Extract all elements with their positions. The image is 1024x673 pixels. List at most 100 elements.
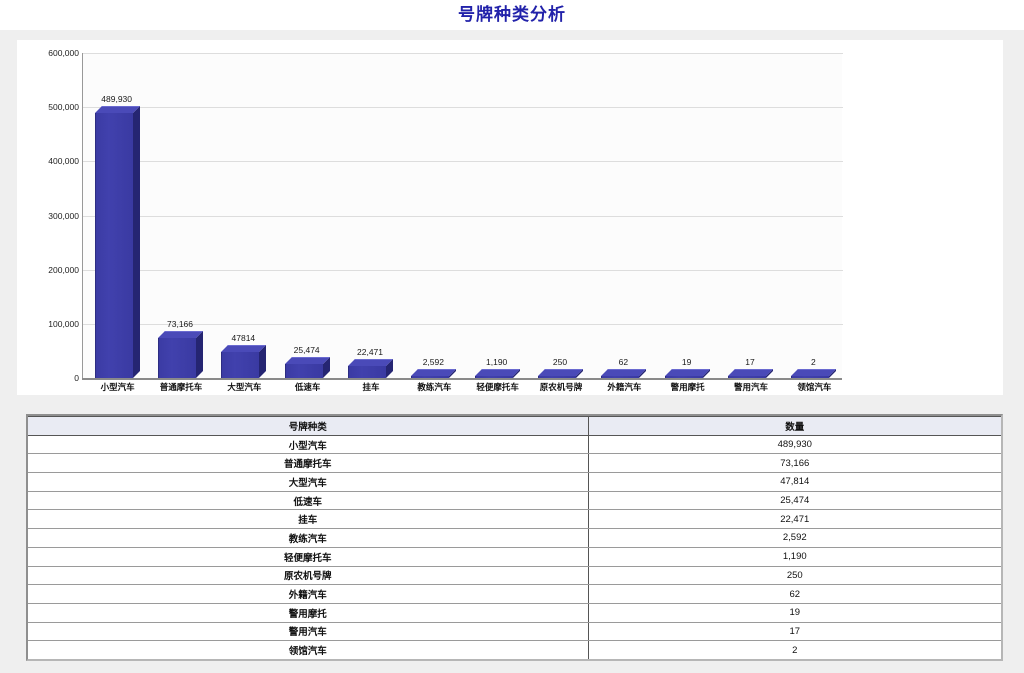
x-axis-category-label: 小型汽车 <box>100 382 135 392</box>
y-axis-tick-label: 500,000 <box>48 102 79 113</box>
bar-side-face <box>132 105 140 378</box>
bar-front-face <box>348 365 386 378</box>
cell-quantity: 19 <box>588 603 1001 623</box>
bar[interactable] <box>221 345 267 378</box>
table-row[interactable]: 挂车 22,471 <box>28 509 1001 530</box>
x-axis-category-label: 领馆汽车 <box>797 382 832 392</box>
x-axis-category-label: 警用摩托 <box>670 382 705 392</box>
table-row[interactable]: 轻便摩托车 1,190 <box>28 547 1001 567</box>
gridline <box>83 161 843 163</box>
x-axis-category-label: 低速车 <box>294 382 321 392</box>
table-row[interactable]: 警用摩托 19 <box>28 603 1001 623</box>
bar-column[interactable]: 47814 <box>221 53 267 378</box>
table-body: 小型汽车 489,930 普通摩托车 73,166 大型汽车 47,814 低速车 25,47… <box>28 435 1001 660</box>
bar-front-face <box>728 376 766 378</box>
x-axis-labels: 小型汽车 普通摩托车 大型汽车 低速车 挂车 教练汽车 轻便摩托车 原农机号牌 外籍汽车 警用摩托… <box>82 381 850 397</box>
bar-column[interactable]: 25,474 <box>284 53 330 378</box>
table-row[interactable]: 小型汽车 489,930 <box>28 435 1001 455</box>
cell-category: 普通摩托车 <box>28 453 589 474</box>
bar-column[interactable]: 22,471 <box>348 53 393 378</box>
bar[interactable] <box>158 331 203 378</box>
bar-front-face <box>791 376 830 378</box>
bar[interactable] <box>474 369 520 378</box>
bar[interactable] <box>411 369 457 378</box>
bar[interactable] <box>728 369 773 378</box>
bar[interactable] <box>348 358 393 378</box>
bar-value-label: 17 <box>745 357 755 367</box>
gridline <box>83 269 843 271</box>
bar-value-label: 1,190 <box>486 357 508 367</box>
gridline <box>83 323 843 325</box>
bar-top-face <box>221 345 267 353</box>
bar[interactable] <box>94 105 140 378</box>
plot-area <box>82 53 843 378</box>
bar-column[interactable]: 62 <box>601 53 647 378</box>
cell-quantity: 17 <box>588 622 1001 642</box>
bar-column[interactable]: 489,930 <box>94 53 140 378</box>
bar-front-face <box>158 338 196 378</box>
title-bar: 号牌种类分析 <box>0 0 1024 30</box>
bar-value-label: 2 <box>810 357 816 367</box>
cell-category: 轻便摩托车 <box>28 547 589 567</box>
bar-column[interactable]: 2 <box>791 53 837 378</box>
bar[interactable] <box>284 357 330 378</box>
cell-quantity: 62 <box>588 584 1001 604</box>
bar[interactable] <box>601 369 647 378</box>
y-axis-tick-label: 600,000 <box>48 48 79 58</box>
bar-value-label: 19 <box>681 357 692 367</box>
cell-quantity: 1,190 <box>588 547 1001 567</box>
x-axis-category-label: 轻便摩托车 <box>476 382 519 392</box>
bar-column[interactable]: 250 <box>538 53 583 378</box>
bar-front-face <box>664 376 703 378</box>
bar-column[interactable]: 2,592 <box>411 53 457 378</box>
bar[interactable] <box>538 369 583 378</box>
cell-category: 领馆汽车 <box>28 640 589 660</box>
bar-column[interactable]: 1,190 <box>474 53 520 378</box>
table-row[interactable]: 普通摩托车 73,166 <box>28 453 1001 474</box>
column-header-quantity: 数量 <box>588 416 1001 436</box>
bar-value-label: 62 <box>618 357 629 367</box>
bar-front-face <box>538 376 576 378</box>
cell-category: 警用摩托 <box>28 603 589 623</box>
bar-top-face <box>728 369 773 376</box>
table-row[interactable]: 低速车 25,474 <box>28 491 1001 511</box>
cell-category: 外籍汽车 <box>28 584 589 604</box>
bar-top-face <box>474 369 520 376</box>
bar-front-face <box>411 376 450 378</box>
table-row[interactable]: 领馆汽车 2 <box>28 640 1001 660</box>
data-table: 号牌种类 数量 小型汽车 489,930 普通摩托车 73,166 大型汽车 47,814… <box>28 416 1001 660</box>
bar-value-label: 47814 <box>231 333 256 344</box>
table-header-row: 号牌种类 数量 <box>28 416 1001 436</box>
page-title: 号牌种类分析 <box>458 5 566 24</box>
bar-front-face <box>221 352 260 378</box>
y-axis: 0 100,000 200,000 300,000 400,000 500,000 600,… <box>17 40 79 395</box>
bar-top-face <box>284 357 330 365</box>
cell-category: 小型汽车 <box>28 435 589 455</box>
table-row[interactable]: 外籍汽车 62 <box>28 584 1001 604</box>
bar-front-face <box>474 376 513 378</box>
column-header-category: 号牌种类 <box>28 416 589 436</box>
x-axis-category-label: 普通摩托车 <box>159 382 203 392</box>
bar-side-face <box>196 331 203 378</box>
bar-value-label: 22,471 <box>357 346 383 357</box>
table-row[interactable]: 警用汽车 17 <box>28 622 1001 642</box>
bar-column[interactable]: 19 <box>664 53 710 378</box>
x-axis-line <box>82 378 842 380</box>
gridline <box>83 53 843 54</box>
x-axis-category-label: 原农机号牌 <box>539 382 583 392</box>
bar-top-face <box>411 369 457 376</box>
cell-category: 原农机号牌 <box>28 566 589 586</box>
bar-top-face <box>601 369 647 376</box>
bar-column[interactable]: 17 <box>728 53 773 378</box>
bar[interactable] <box>664 369 710 378</box>
bar-column[interactable]: 73,166 <box>158 53 203 378</box>
bar-value-label: 250 <box>552 357 568 367</box>
table-row[interactable]: 教练汽车 2,592 <box>28 528 1001 548</box>
bar[interactable] <box>791 369 837 378</box>
x-axis-category-label: 挂车 <box>362 382 380 392</box>
table-row[interactable]: 大型汽车 47,814 <box>28 472 1001 492</box>
y-axis-tick-label: 300,000 <box>48 210 79 221</box>
cell-category: 大型汽车 <box>28 472 589 492</box>
bar-top-face <box>538 369 583 376</box>
table-row[interactable]: 原农机号牌 250 <box>28 566 1001 586</box>
